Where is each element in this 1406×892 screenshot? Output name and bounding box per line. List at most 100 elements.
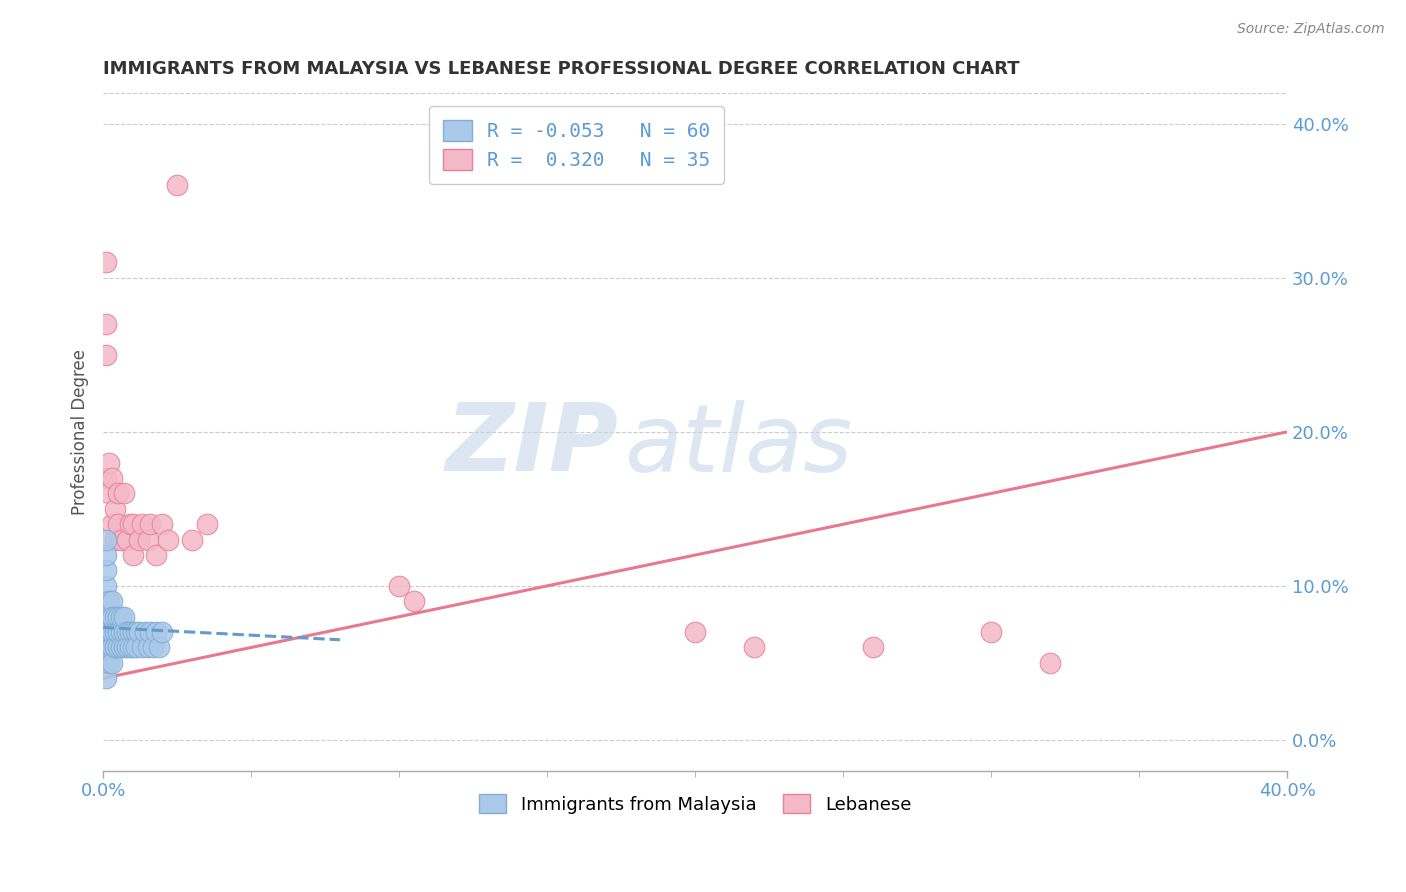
Point (101, 517, 124, 532)
Point (94, 471, 117, 485)
Point (402, 594, 425, 608)
Point (94, 594, 117, 608)
Y-axis label: Professional Degree: Professional Degree (72, 349, 89, 515)
Point (107, 625, 129, 640)
Point (112, 625, 135, 640)
Point (862, 640, 884, 655)
Point (195, 517, 218, 532)
Point (98, 656, 121, 670)
Point (101, 471, 124, 485)
Point (115, 640, 138, 655)
Point (683, 625, 706, 640)
Point (134, 625, 156, 640)
Legend: Immigrants from Malaysia, Lebanese: Immigrants from Malaysia, Lebanese (470, 785, 920, 822)
Point (121, 640, 143, 655)
Point (136, 533, 159, 547)
Point (107, 609, 129, 624)
Point (112, 609, 135, 624)
Text: IMMIGRANTS FROM MALAYSIA VS LEBANESE PROFESSIONAL DEGREE CORRELATION CHART: IMMIGRANTS FROM MALAYSIA VS LEBANESE PRO… (103, 60, 1019, 78)
Point (94, 625, 117, 640)
Point (101, 625, 124, 640)
Point (98, 640, 121, 655)
Point (388, 579, 411, 593)
Point (94, 317, 117, 331)
Point (94, 564, 117, 578)
Point (1039, 656, 1062, 670)
Point (107, 625, 129, 640)
Point (112, 640, 135, 655)
Point (98, 625, 121, 640)
Point (128, 625, 150, 640)
Point (131, 517, 153, 532)
Point (110, 640, 132, 655)
Point (98, 456, 121, 470)
Point (94, 671, 117, 685)
Point (101, 640, 124, 655)
Point (94, 640, 117, 655)
Point (110, 625, 132, 640)
Point (115, 625, 138, 640)
Point (118, 517, 141, 532)
Point (136, 640, 159, 655)
Point (104, 501, 127, 516)
Point (98, 594, 121, 608)
Point (166, 178, 188, 193)
Point (128, 533, 150, 547)
Point (139, 517, 162, 532)
Point (104, 625, 127, 640)
Text: ZIP: ZIP (446, 400, 619, 491)
Point (145, 548, 167, 562)
Point (148, 640, 170, 655)
Point (181, 533, 204, 547)
Point (94, 640, 117, 655)
Point (98, 609, 121, 624)
Point (142, 640, 165, 655)
Point (94, 533, 117, 547)
Point (150, 625, 173, 640)
Point (980, 625, 1002, 640)
Point (98, 640, 121, 655)
Point (107, 486, 129, 500)
Point (110, 533, 132, 547)
Point (98, 625, 121, 640)
Point (107, 517, 129, 532)
Point (115, 533, 138, 547)
Point (157, 533, 180, 547)
Point (94, 348, 117, 362)
Point (94, 656, 117, 670)
Point (104, 609, 127, 624)
Point (125, 625, 148, 640)
Point (150, 517, 173, 532)
Point (145, 625, 167, 640)
Point (104, 625, 127, 640)
Point (98, 625, 121, 640)
Point (125, 640, 148, 655)
Point (118, 625, 141, 640)
Point (101, 609, 124, 624)
Point (98, 486, 121, 500)
Text: atlas: atlas (624, 400, 852, 491)
Point (131, 640, 153, 655)
Text: Source: ZipAtlas.com: Source: ZipAtlas.com (1237, 22, 1385, 37)
Point (104, 640, 127, 655)
Point (94, 255, 117, 269)
Point (94, 579, 117, 593)
Point (139, 625, 162, 640)
Point (112, 486, 135, 500)
Point (101, 594, 124, 608)
Point (104, 640, 127, 655)
Point (98, 609, 121, 624)
Point (101, 625, 124, 640)
Point (121, 517, 143, 532)
Point (110, 609, 132, 624)
Point (107, 640, 129, 655)
Point (121, 548, 143, 562)
Point (101, 640, 124, 655)
Point (101, 656, 124, 670)
Point (118, 640, 141, 655)
Point (94, 609, 117, 624)
Point (121, 625, 143, 640)
Point (101, 609, 124, 624)
Point (742, 640, 765, 655)
Point (104, 533, 127, 547)
